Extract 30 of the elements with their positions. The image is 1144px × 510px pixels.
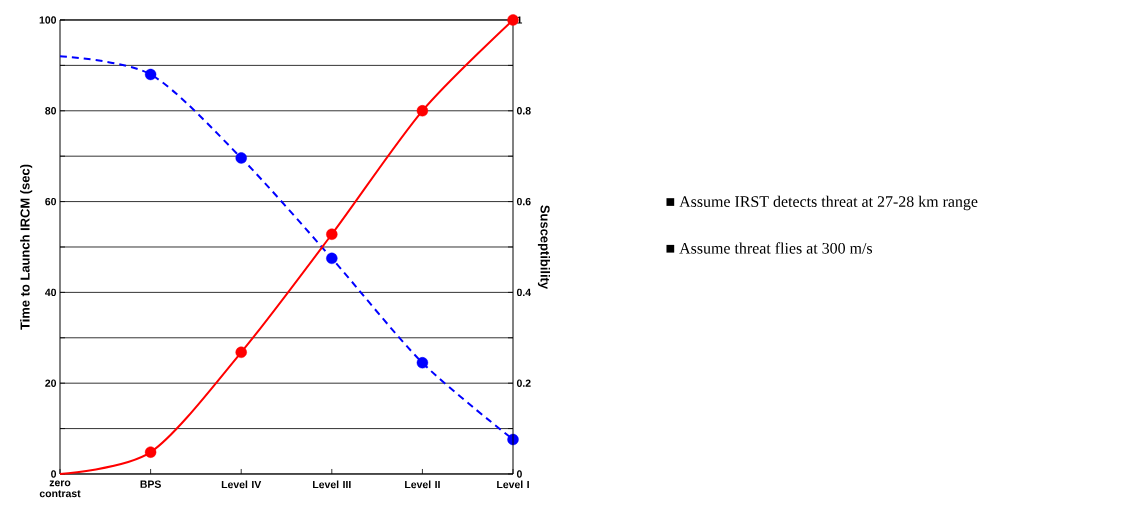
- point: [326, 252, 338, 265]
- y2-tick-label: 0.2: [516, 379, 531, 387]
- point: [416, 105, 429, 117]
- y-tick-label: 20: [45, 379, 57, 387]
- point: [235, 346, 247, 358]
- y-tick-label: 40: [45, 288, 57, 297]
- y2-tick-label: 0.4: [516, 288, 531, 297]
- x-tick-label: zero contrast: [39, 480, 81, 498]
- text: ■ Assume IRST detects threat at 27-28 km range: [666, 195, 978, 211]
- y-tick-label: 60: [45, 197, 57, 206]
- y-tick-label: 0: [51, 470, 57, 478]
- y-tick-label: 80: [45, 107, 57, 115]
- y2-tick-label: 0.8: [516, 107, 531, 115]
- x-tick-label: BPS: [140, 480, 161, 488]
- point: [235, 152, 247, 164]
- y2-tick-label: 0: [516, 470, 522, 478]
- point: [144, 68, 157, 81]
- text: ■ Assume threat flies at 300 m/s: [666, 242, 873, 254]
- x-tick-label: Level I: [497, 480, 529, 489]
- y2-tick-label: 1: [517, 16, 523, 24]
- y-axis-title: Time to Launch IRCM (sec): [20, 164, 33, 330]
- point: [416, 357, 429, 369]
- x-tick-label: Level III: [313, 480, 351, 489]
- y-tick-label: 100: [39, 16, 57, 24]
- point: [144, 446, 157, 458]
- y2-axis-title: Susceptibility: [537, 205, 550, 290]
- x-tick-label: Level II: [405, 480, 440, 489]
- point: [326, 228, 338, 240]
- y2-tick-label: 0.6: [516, 197, 531, 206]
- x-tick-label: Level IV: [221, 480, 262, 489]
